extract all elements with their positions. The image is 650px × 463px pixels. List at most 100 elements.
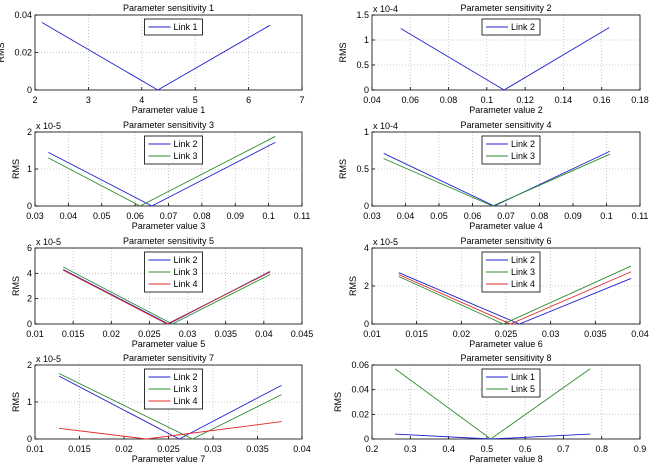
x-tick-label: 0.16 (593, 95, 611, 105)
y-tick-label: 1 (364, 35, 369, 45)
y-exponent-label: x 10-5 (36, 354, 61, 364)
subplot-title: Parameter sensitivity 5 (123, 236, 214, 246)
y-tick-label: 2 (27, 127, 32, 137)
legend: Link 2 Link 3 (481, 135, 541, 165)
y-exponent-label: x 10-5 (373, 237, 398, 247)
x-tick-label: 0.09 (226, 211, 244, 221)
y-tick-label: 0.04 (14, 10, 32, 20)
x-tick-label: 0.04 (293, 444, 311, 454)
x-tick-label: 0.8 (595, 444, 608, 454)
axes-box (34, 131, 303, 207)
series-line-link-4 (63, 269, 271, 325)
y-tick-label: 0 (364, 434, 369, 444)
x-tick-label: 0.025 (157, 444, 180, 454)
y-tick-label: 1 (27, 164, 32, 174)
legend-label: Link 5 (511, 384, 535, 394)
x-tick-label: 0.01 (26, 444, 44, 454)
series-line-link-3 (398, 265, 632, 325)
x-tick-label: 0.06 (126, 211, 144, 221)
x-tick-label: 0.025 (138, 329, 161, 339)
legend-box (144, 135, 203, 165)
series-line-link-1 (41, 22, 271, 91)
series-line-link-4 (58, 421, 282, 440)
subplot-5: 0.01 0.015 0.02 0.025 0.03 0.035 0.04 0.045 0 2 4 6… (11, 236, 313, 349)
y-tick-label: 4 (27, 268, 32, 278)
legend-label: Link 2 (174, 139, 198, 149)
series-line-link-3 (58, 373, 282, 440)
legend-label: Link 4 (174, 396, 198, 406)
x-tick-label: 0.04 (397, 211, 415, 221)
x-tick-label: 0.1 (481, 95, 494, 105)
x-tick-label: 0.09 (564, 211, 582, 221)
y-tick-label: 0 (364, 201, 369, 211)
legend-label: Link 1 (511, 372, 535, 382)
legend-label: Link 2 (174, 372, 198, 382)
legend: Link 2 Link 3 Link 4 (144, 368, 203, 410)
x-tick-label: 0.02 (453, 329, 471, 339)
x-tick-label: 0.015 (62, 329, 85, 339)
x-axis-label: Parameter value 3 (132, 221, 206, 231)
x-axis-label: Parameter value 4 (469, 221, 543, 231)
y-tick-label: 0 (27, 85, 32, 95)
x-axis-label: Parameter value 7 (132, 454, 206, 463)
subplot-title: Parameter sensitivity 2 (460, 3, 551, 13)
x-tick-label: 0.03 (204, 444, 222, 454)
x-tick-label: 0.05 (93, 211, 111, 221)
subplot-title: Parameter sensitivity 6 (460, 236, 551, 246)
y-tick-label: 0.02 (351, 409, 369, 419)
x-tick-label: 7 (299, 95, 304, 105)
legend-label: Link 2 (511, 139, 535, 149)
x-tick-label: 0.01 (26, 329, 44, 339)
x-tick-label: 0.1 (262, 211, 275, 221)
legend-label: Link 3 (174, 267, 198, 277)
x-tick-label: 0.1 (600, 211, 613, 221)
x-tick-label: 0.14 (555, 95, 573, 105)
subplot-2: 0.04 0.06 0.08 0.1 0.12 0.14 0.16 0.18 0 0.5 1 1.5 P… (338, 3, 649, 115)
series-line-link-2 (398, 272, 632, 325)
y-exponent-label: x 10-5 (36, 237, 61, 247)
x-tick-label: 0.08 (531, 211, 549, 221)
legend-label: Link 1 (174, 22, 198, 32)
subplot-7: 0.01 0.015 0.02 0.025 0.03 0.035 0.04 0 1 2 Parame… (11, 353, 311, 463)
y-axis-label: RMS (338, 159, 348, 179)
x-tick-label: 0.04 (255, 329, 273, 339)
series-line-link-3 (63, 266, 271, 325)
x-tick-label: 6 (246, 95, 251, 105)
y-axis-label: RMS (333, 392, 343, 412)
series-line-link-2 (48, 141, 276, 207)
y-tick-label: 2 (27, 294, 32, 304)
x-tick-label: 0.04 (363, 95, 381, 105)
y-tick-label: 2 (27, 360, 32, 370)
legend-label: Link 3 (174, 151, 198, 161)
axes-box (371, 14, 641, 91)
x-tick-label: 0.035 (246, 444, 269, 454)
y-axis-label: RMS (0, 43, 6, 63)
y-tick-label: 0.02 (14, 48, 32, 58)
legend-box (481, 18, 541, 36)
legend-box (481, 368, 541, 398)
x-tick-label: 0.035 (214, 329, 237, 339)
x-axis-label: Parameter value 5 (132, 339, 206, 349)
x-axis-label: Parameter value 1 (132, 105, 206, 115)
series-line-link-5 (394, 368, 591, 440)
axes-box (34, 364, 303, 440)
y-tick-label: 0 (27, 201, 32, 211)
subplot-title: Parameter sensitivity 4 (460, 120, 551, 130)
legend-label: Link 3 (511, 267, 535, 277)
subplot-8: 0.2 0.3 0.4 0.5 0.6 0.7 0.8 0.9 0 0.02 0.04 0.06 Par… (333, 353, 646, 463)
y-exponent-label: x 10-4 (373, 121, 398, 131)
subplot-4: 0.03 0.04 0.05 0.06 0.07 0.08 0.09 0.1 0.11 0 0.5 1… (338, 120, 648, 231)
x-tick-label: 0.03 (363, 211, 381, 221)
x-tick-label: 0.6 (519, 444, 532, 454)
y-tick-label: 0 (27, 319, 32, 329)
x-tick-label: 0.06 (464, 211, 482, 221)
legend: Link 2 (481, 18, 541, 36)
legend-label: Link 2 (174, 255, 198, 265)
subplot-title: Parameter sensitivity 1 (123, 3, 214, 13)
subplot-1: 2 3 4 5 6 7 0 0.02 0.04 Parameter sensitivity 1 Pa… (0, 3, 305, 115)
x-axis-label: Parameter value 8 (469, 454, 543, 463)
x-tick-label: 0.015 (68, 444, 91, 454)
axes-box (371, 131, 641, 207)
y-tick-label: 1.5 (356, 10, 369, 20)
x-tick-label: 0.03 (26, 211, 44, 221)
